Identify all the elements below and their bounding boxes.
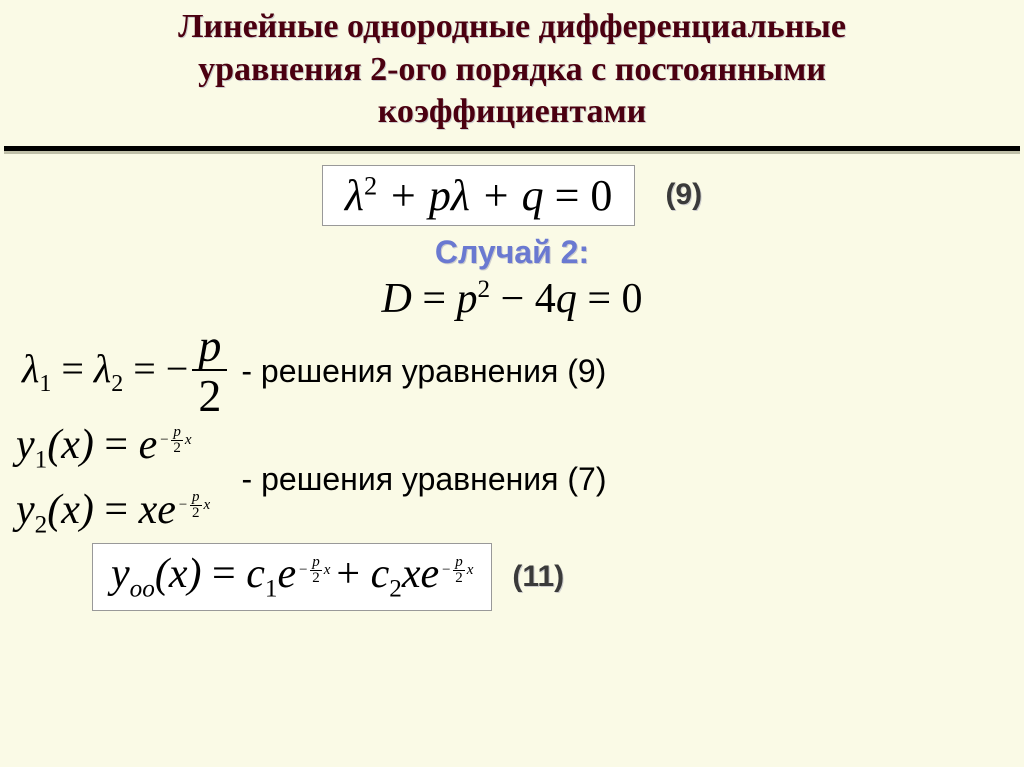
general-solution-box: yoo(x) = c1e − p 2 x + c2xe − p 2: [92, 543, 492, 610]
exp-den: 2: [171, 441, 183, 456]
title-line-2: уравнения 2-ого порядка с постоянными: [198, 51, 826, 88]
characteristic-equation: λ2 + pλ + q = 0: [322, 165, 636, 226]
exp-num: p: [171, 425, 183, 441]
gen-exp-1: − p 2 x: [298, 555, 330, 586]
frac-den: 2: [192, 371, 227, 422]
exp-minus: −: [159, 433, 169, 448]
lambda-roots-row: λ1 = λ2 = − p 2 - решения уравнения (9): [12, 323, 1012, 422]
particular-solutions-block: y1(x) = e − p 2 x - решения уравнения (7…: [12, 421, 1012, 539]
exp-tail: x: [185, 433, 192, 448]
slide-content: λ2 + pλ + q = 0 (9) Случай 2: D = p2 − 4…: [0, 151, 1024, 611]
discriminant-equation: D = p2 − 4q = 0: [12, 275, 1012, 323]
y1-exponent: − p 2 x: [159, 425, 191, 456]
equation-number-9: (9): [665, 178, 702, 212]
gen-exp-2: − p 2 x: [441, 555, 473, 586]
lambda-lhs: λ1 = λ2 = −: [22, 345, 188, 398]
general-solution-row: yoo(x) = c1e − p 2 x + c2xe − p 2: [12, 543, 1012, 610]
equation-number-11: (11): [512, 560, 564, 594]
lambda-fraction: p 2: [192, 323, 227, 422]
y2-expr: y2(x) = xe − p 2 x: [16, 486, 210, 539]
lambda-comment: - решения уравнения (9): [241, 353, 606, 390]
y1-expr: y1(x) = e − p 2 x: [16, 421, 192, 474]
slide-title: Линейные однородные дифференциальные ура…: [0, 0, 1024, 146]
title-line-1: Линейные однородные дифференциальные: [178, 8, 846, 45]
characteristic-equation-row: λ2 + pλ + q = 0 (9): [12, 165, 1012, 226]
title-line-3: коэффициентами: [378, 93, 646, 130]
frac-num: p: [192, 323, 227, 371]
case-label: Случай 2:: [12, 234, 1012, 271]
solutions-comment: - решения уравнения (7): [242, 461, 607, 498]
y2-exponent: − p 2 x: [178, 490, 210, 521]
